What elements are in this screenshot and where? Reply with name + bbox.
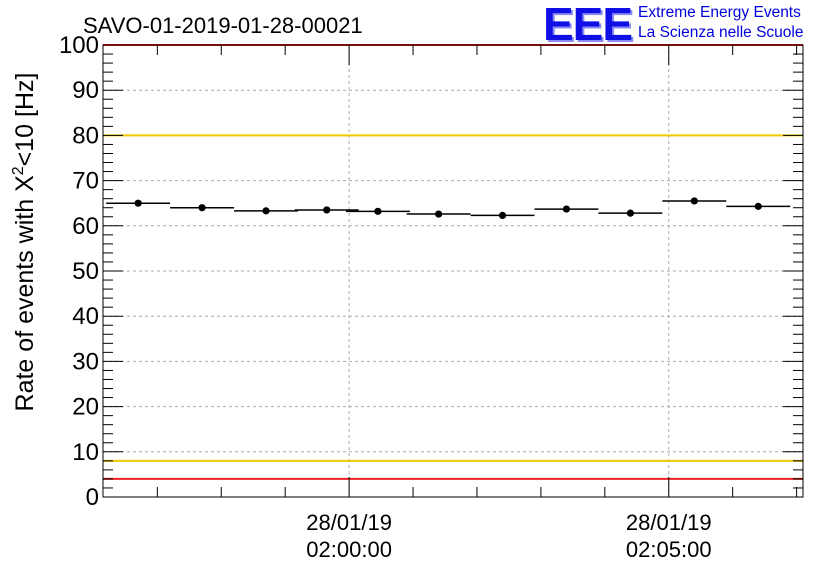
data-point	[562, 205, 571, 213]
data-point	[626, 209, 634, 217]
y-tick-label: 0	[86, 484, 99, 511]
data-point	[262, 207, 270, 215]
data-point	[134, 199, 142, 207]
y-tick-label: 70	[72, 168, 99, 195]
data-point	[374, 207, 382, 215]
y-tick-label: 80	[72, 122, 99, 149]
x-tick-label-time: 02:00:00	[306, 537, 392, 562]
chart-title: SAVO-01-2019-01-28-00021	[83, 13, 363, 38]
y-tick-label: 10	[72, 439, 99, 466]
data-point	[323, 206, 331, 214]
x-tick-label-date: 28/01/19	[626, 510, 712, 535]
eee-logo: EEE Extreme Energy Events La Scienza nel…	[543, 0, 804, 50]
x-tick-label-time: 02:05:00	[626, 537, 712, 562]
x-tick-label-date: 28/01/19	[306, 510, 392, 535]
data-point	[690, 197, 698, 205]
logo-line-2: La Scienza nelle Scuole	[638, 24, 804, 41]
y-tick-label: 30	[72, 348, 99, 375]
eee-logo-text: Extreme Energy Events La Scienza nelle S…	[638, 3, 803, 43]
axes: 010203040506070809010028/01/1902:00:0028…	[59, 32, 803, 562]
y-tick-label: 50	[72, 258, 99, 285]
y-axis-label-sup: 2	[10, 166, 27, 175]
data-points	[106, 197, 791, 220]
y-axis-label-main: Rate of events with X	[11, 175, 39, 412]
grid-layer	[103, 45, 803, 497]
y-tick-label: 90	[72, 77, 99, 104]
reference-lines	[103, 44, 803, 480]
data-point	[198, 204, 206, 212]
data-point	[498, 211, 507, 220]
eee-logo-letters: EEE	[543, 0, 633, 50]
data-point	[754, 202, 762, 210]
y-tick-label: 100	[59, 32, 99, 59]
y-axis-label-tail: <10 [Hz]	[11, 73, 39, 167]
y-tick-label: 60	[72, 213, 99, 240]
data-point	[435, 210, 443, 218]
y-tick-label: 40	[72, 303, 99, 330]
y-axis-label: Rate of events with X2<10 [Hz]	[10, 73, 39, 412]
logo-line-1: Extreme Energy Events	[638, 4, 801, 21]
y-tick-label: 20	[72, 394, 99, 421]
plot-frame	[102, 44, 804, 498]
